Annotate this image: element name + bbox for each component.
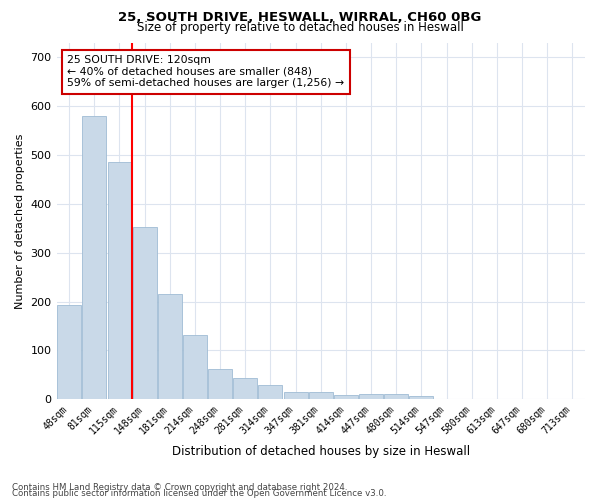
Bar (409, 396, 433, 400)
Bar (334, 396, 358, 400)
Bar (133, 228, 157, 400)
Bar (208, 368, 232, 400)
Text: 25, SOUTH DRIVE, HESWALL, WIRRAL, CH60 0BG: 25, SOUTH DRIVE, HESWALL, WIRRAL, CH60 0… (118, 11, 482, 24)
Bar (107, 162, 131, 400)
Bar (158, 294, 182, 400)
X-axis label: Distribution of detached houses by size in Heswall: Distribution of detached houses by size … (172, 444, 470, 458)
Text: Contains public sector information licensed under the Open Government Licence v3: Contains public sector information licen… (12, 490, 386, 498)
Bar (57, 306, 81, 400)
Text: Contains HM Land Registry data © Crown copyright and database right 2024.: Contains HM Land Registry data © Crown c… (12, 483, 347, 492)
Y-axis label: Number of detached properties: Number of detached properties (15, 133, 25, 308)
Bar (259, 384, 283, 400)
Bar (385, 394, 408, 400)
Text: 25 SOUTH DRIVE: 120sqm
← 40% of detached houses are smaller (848)
59% of semi-de: 25 SOUTH DRIVE: 120sqm ← 40% of detached… (67, 55, 344, 88)
Bar (309, 392, 333, 400)
Bar (183, 335, 207, 400)
Bar (359, 394, 383, 400)
Bar (233, 378, 257, 400)
Bar (284, 392, 308, 400)
Text: Size of property relative to detached houses in Heswall: Size of property relative to detached ho… (137, 21, 463, 34)
Bar (82, 116, 106, 400)
